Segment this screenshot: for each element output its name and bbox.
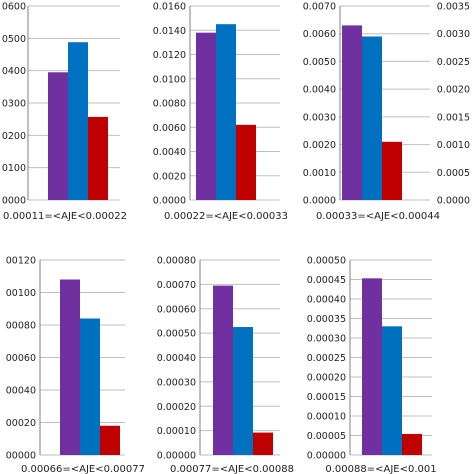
bar	[382, 141, 402, 200]
y-tick-label: 00020	[6, 418, 36, 429]
y-tick-label: 0.00010	[307, 412, 346, 423]
y-tick-label: 0.0040	[153, 147, 186, 158]
y-tick-label: 0.00035	[307, 314, 346, 325]
y-tick-label: 00100	[6, 288, 36, 299]
bar	[213, 285, 233, 455]
bar	[342, 25, 362, 201]
bar	[88, 116, 108, 200]
bar	[233, 327, 253, 455]
y-tick-label: 0.0020	[303, 140, 336, 151]
y-tick-label: 0.0000	[153, 196, 186, 207]
y-tick-label: 0.0060	[303, 29, 336, 40]
y-tick-label: 0.00020	[157, 402, 196, 413]
y-tick-label: 0.0005	[437, 168, 470, 179]
y-tick-label: 0.00005	[307, 431, 346, 442]
y-tick-label: 0.0030	[437, 29, 470, 40]
y-tick-label: 0.0030	[303, 112, 336, 123]
y-tick-label: 0.0140	[153, 26, 186, 37]
chart-6: 0.00000 0.00010 0.00020 0.00030 0.00040 0.000…	[157, 256, 294, 474]
y-tick-label: 0100	[2, 163, 26, 174]
y-tick-label: 00040	[6, 386, 36, 397]
y-tick-label: 0.00050	[307, 256, 346, 267]
y-tick-label: 0.00015	[307, 392, 346, 403]
chart-3: 0.0000 0.0010 0.0020 0.0030 0.0040 0.0050 0.00…	[303, 2, 440, 223]
x-axis-label: 0.00022=<AJE<0.00033	[164, 211, 288, 222]
y-tick-label: 0.0000	[437, 196, 470, 207]
y-tick-label: 0.0080	[153, 99, 186, 110]
y-tick-label: 0.00050	[157, 329, 196, 340]
y-tick-label: 00000	[6, 451, 36, 462]
y-tick-label: 0.0120	[153, 50, 186, 61]
y-tick-label: 0.0160	[153, 2, 186, 13]
y-tick-label: 0.00060	[157, 304, 196, 315]
y-tick-label: 0.00020	[307, 373, 346, 384]
y-tick-label: 0.0020	[437, 85, 470, 96]
y-tick-label: 0.00000	[157, 451, 196, 462]
y-tick-label: 0.00025	[307, 353, 346, 364]
bar	[402, 433, 422, 455]
y-tick-label: 0.00040	[157, 353, 196, 364]
y-tick-label: 0000	[2, 196, 26, 207]
bar	[100, 425, 120, 455]
bar	[48, 72, 68, 200]
x-axis-label: 0.00077=<AJE<0.00088	[170, 464, 294, 474]
y-tick-label: 0.0020	[153, 171, 186, 182]
y-tick-label: 00080	[6, 321, 36, 332]
y-tick-label: 0.00040	[307, 295, 346, 306]
y-tick-label: 0.0015	[437, 112, 470, 123]
y-tick-label: 0.00080	[157, 256, 196, 267]
y-tick-label: 0.0100	[153, 74, 186, 85]
y-tick-label: 0.00045	[307, 275, 346, 286]
y-tick-label: 0.0035	[437, 2, 470, 13]
y-tick-label: 0.0010	[437, 140, 470, 151]
bar	[216, 24, 236, 200]
chart-7: 0.00000 0.00005 0.00010 0.00015 0.00020 0.000…	[307, 256, 437, 474]
chart-1: 0000 0100 0200 0300 0400 0500 0600 0.00011=<AJE…	[2, 2, 127, 223]
chart-5: 00000 00020 00040 00060 00080 00100 00120 0.000…	[6, 256, 145, 474]
bar	[196, 32, 216, 200]
bar	[362, 36, 382, 200]
y-tick-label: 00120	[6, 256, 36, 267]
y-tick-label: 0600	[2, 2, 26, 13]
chart-4: 0.0000 0.0005 0.0010 0.0015 0.0020 0.0025 0.00…	[437, 2, 470, 207]
y-tick-label: 0.0050	[303, 57, 336, 68]
y-tick-label: 0.0025	[437, 57, 470, 68]
bar	[68, 42, 88, 200]
y-tick-label: 0.00010	[157, 426, 196, 437]
bar	[362, 278, 382, 455]
y-tick-label: 00060	[6, 353, 36, 364]
y-tick-label: 0.00030	[157, 377, 196, 388]
y-tick-label: 0.00070	[157, 280, 196, 291]
y-tick-label: 0.0010	[303, 168, 336, 179]
y-tick-label: 0.00030	[307, 334, 346, 345]
y-tick-label: 0.0060	[153, 123, 186, 134]
x-axis-label: 0.00088=<AJE<0.001	[325, 464, 436, 474]
x-axis-label: 0.00066=<AJE<0.00077	[21, 464, 145, 474]
x-axis-label: 0.00011=<AJE<0.00022	[3, 211, 127, 222]
bar	[382, 326, 402, 455]
y-tick-label: 0200	[2, 131, 26, 142]
bar	[60, 279, 80, 455]
y-tick-label: 0.0070	[303, 2, 336, 13]
x-axis-label: 0.00033=<AJE<0.00044	[316, 211, 440, 222]
bar	[236, 124, 256, 200]
y-tick-label: 0.0000	[303, 196, 336, 207]
chart-2: 0.0000 0.0020 0.0040 0.0060 0.0080 0.0100 0.01…	[153, 2, 288, 223]
y-tick-label: 0.00000	[307, 451, 346, 462]
bar	[253, 432, 273, 455]
y-tick-label: 0300	[2, 99, 26, 110]
y-tick-label: 0400	[2, 66, 26, 77]
y-tick-label: 0500	[2, 34, 26, 45]
bar	[80, 318, 100, 455]
y-tick-label: 0.0040	[303, 85, 336, 96]
